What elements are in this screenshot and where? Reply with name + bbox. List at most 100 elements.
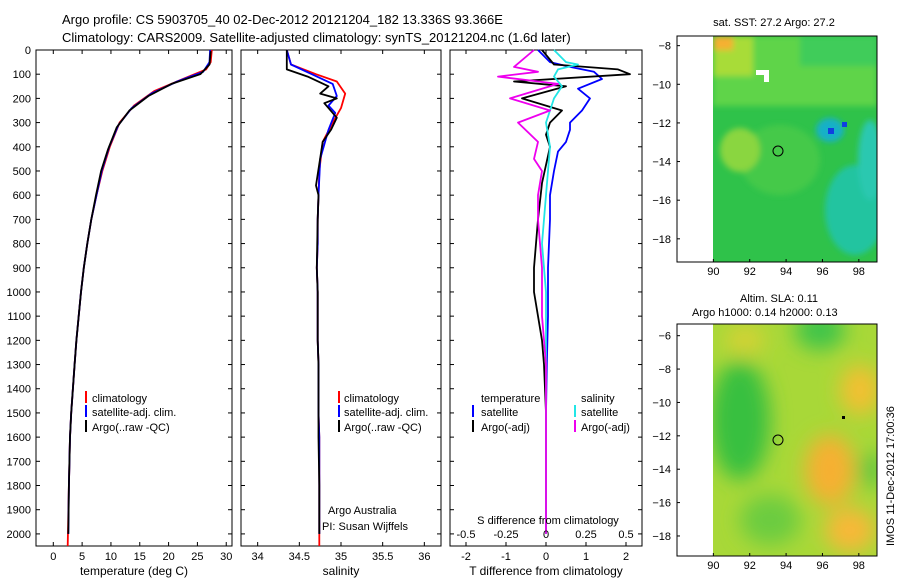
legend-t-satellite: satellite bbox=[481, 407, 518, 419]
series-line-climatology bbox=[285, 49, 347, 546]
map-x-tick-label: 96 bbox=[816, 560, 828, 572]
legend-climatology: climatology bbox=[92, 393, 148, 405]
x-tick-label: 35 bbox=[335, 551, 347, 563]
map-x-tick-label: 96 bbox=[816, 266, 828, 278]
x-tick-label: 36 bbox=[418, 551, 430, 563]
y-tick-label: 1200 bbox=[7, 335, 31, 347]
x-tick-label: 34 bbox=[252, 551, 264, 563]
map-y-tick-label: −12 bbox=[652, 118, 671, 130]
y-tick-label: 1000 bbox=[7, 287, 31, 299]
legend-climatology: climatology bbox=[344, 393, 400, 405]
series-line-climatology bbox=[66, 49, 213, 547]
temperature-legend: climatology satellite-adj. clim. Argo(..… bbox=[85, 391, 176, 434]
series-line-salinity-argo-adj- bbox=[497, 49, 559, 534]
x2-tick-label: 0.5 bbox=[618, 529, 633, 541]
map-x-tick-label: 90 bbox=[707, 560, 719, 572]
legend-temperature-head: temperature bbox=[481, 393, 540, 405]
sst-map-title: sat. SST: 27.2 Argo: 27.2 bbox=[713, 17, 835, 29]
sla-float-marker bbox=[842, 416, 845, 419]
x2-tick-label: 0 bbox=[543, 529, 549, 541]
y-tick-label: 800 bbox=[13, 239, 31, 251]
series-line-satellite-adj-clim- bbox=[67, 49, 211, 534]
map-y-tick-label: −8 bbox=[658, 364, 671, 376]
map-x-tick-label: 92 bbox=[744, 266, 756, 278]
y-tick-label: 1900 bbox=[7, 505, 31, 517]
sla-map-title-line2: Argo h1000: 0.14 h2000: 0.13 bbox=[692, 307, 838, 319]
legend-argo: Argo(..raw -QC) bbox=[344, 422, 422, 434]
y-tick-label: 200 bbox=[13, 93, 31, 105]
sla-profile-marker bbox=[772, 434, 784, 446]
x2-tick-label: -0.25 bbox=[493, 529, 518, 541]
legend-argo: Argo(..raw -QC) bbox=[92, 422, 170, 434]
map-y-tick-label: −10 bbox=[652, 79, 671, 91]
x-tick-label: 25 bbox=[191, 551, 203, 563]
salinity-note-line2: PI: Susan Wijffels bbox=[322, 521, 408, 533]
depth-axis: 0 100 200 300 400 500 600 700 800 900 1000 1100 1200… bbox=[7, 45, 642, 541]
map-y-tick-label: −6 bbox=[658, 331, 671, 343]
x2-tick-label: 0.25 bbox=[575, 529, 596, 541]
y-tick-label: 900 bbox=[13, 263, 31, 275]
y-tick-label: 1600 bbox=[7, 432, 31, 444]
salinity-axes bbox=[240, 49, 442, 547]
y-tick-label: 600 bbox=[13, 190, 31, 202]
sla-map-axes: 90 92 94 96 98 −6 −8 −10 −12 −14 −16 −18 bbox=[652, 331, 865, 572]
salinity-xlabel: salinity bbox=[323, 564, 360, 578]
sst-map-axes: 90 92 94 96 98 −8 −10 −12 −14 −16 −18 bbox=[652, 41, 865, 278]
difference-xlabel: T difference from climatology bbox=[469, 564, 623, 578]
map-y-tick-label: −18 bbox=[652, 234, 671, 246]
x-tick-label: 1 bbox=[583, 551, 589, 563]
y-tick-label: 1400 bbox=[7, 384, 31, 396]
x-tick-label: 5 bbox=[79, 551, 85, 563]
sst-map bbox=[713, 36, 877, 262]
map-y-tick-label: −10 bbox=[652, 397, 671, 409]
series-line-temperature-argo-adj- bbox=[513, 49, 631, 534]
x-tick-label: -1 bbox=[501, 551, 511, 563]
x-tick-label: 30 bbox=[220, 551, 232, 563]
series-line-temperature-satellite bbox=[537, 49, 603, 534]
y-tick-label: 100 bbox=[13, 69, 31, 81]
x-tick-label: 0 bbox=[543, 551, 549, 563]
series-line-argo-raw-qc- bbox=[67, 51, 212, 534]
temperature-xlabel: temperature (deg C) bbox=[80, 564, 188, 578]
legend-t-argo: Argo(-adj) bbox=[481, 422, 530, 434]
y-tick-label: 1700 bbox=[7, 456, 31, 468]
map-x-tick-label: 94 bbox=[780, 560, 792, 572]
sla-map-frame bbox=[676, 323, 878, 557]
difference-plot: -2 -1 0 1 2 -0.5 -0.25 0 0.25 0.5 bbox=[457, 49, 634, 563]
difference-toplabel: S difference from climatology bbox=[477, 515, 619, 527]
map-y-tick-label: −16 bbox=[652, 195, 671, 207]
x-tick-label: -2 bbox=[461, 551, 471, 563]
salinity-legend: climatology satellite-adj. clim. Argo(..… bbox=[322, 391, 428, 533]
y-tick-label: 2000 bbox=[7, 529, 31, 541]
difference-legend: temperature salinity satellite Argo(-adj… bbox=[472, 393, 630, 434]
map-y-tick-label: −8 bbox=[658, 41, 671, 53]
series-line-argo-raw-qc- bbox=[285, 50, 338, 534]
legend-s-satellite: satellite bbox=[581, 407, 618, 419]
map-y-tick-label: −14 bbox=[652, 157, 671, 169]
sst-map-frame bbox=[676, 35, 878, 263]
legend-salinity-head: salinity bbox=[581, 393, 615, 405]
figure-title-line2: Climatology: CARS2009. Satellite-adjuste… bbox=[62, 30, 571, 45]
map-x-tick-label: 92 bbox=[744, 560, 756, 572]
x-tick-label: 2 bbox=[623, 551, 629, 563]
series-line-satellite-adj-clim- bbox=[285, 49, 338, 534]
x-tick-label: 34.5 bbox=[289, 551, 310, 563]
temperature-plot: 0 5 10 15 20 25 30 bbox=[50, 49, 232, 563]
x-tick-label: 35.5 bbox=[372, 551, 393, 563]
map-x-tick-label: 90 bbox=[707, 266, 719, 278]
sla-map bbox=[713, 324, 877, 556]
legend-satellite-adj: satellite-adj. clim. bbox=[92, 407, 176, 419]
y-tick-label: 1500 bbox=[7, 408, 31, 420]
map-y-tick-label: −16 bbox=[652, 498, 671, 510]
temperature-axes bbox=[35, 49, 233, 547]
map-y-tick-label: −12 bbox=[652, 431, 671, 443]
y-tick-label: 0 bbox=[25, 45, 31, 57]
figure-title-line1: Argo profile: CS 5903705_40 02-Dec-2012 … bbox=[62, 12, 503, 27]
legend-satellite-adj: satellite-adj. clim. bbox=[344, 407, 428, 419]
map-x-tick-label: 98 bbox=[853, 266, 865, 278]
salinity-plot: 34 34.5 35 35.5 36 bbox=[252, 49, 430, 563]
y-tick-label: 1100 bbox=[7, 311, 31, 323]
y-tick-label: 400 bbox=[13, 142, 31, 154]
map-y-tick-label: −18 bbox=[652, 531, 671, 543]
